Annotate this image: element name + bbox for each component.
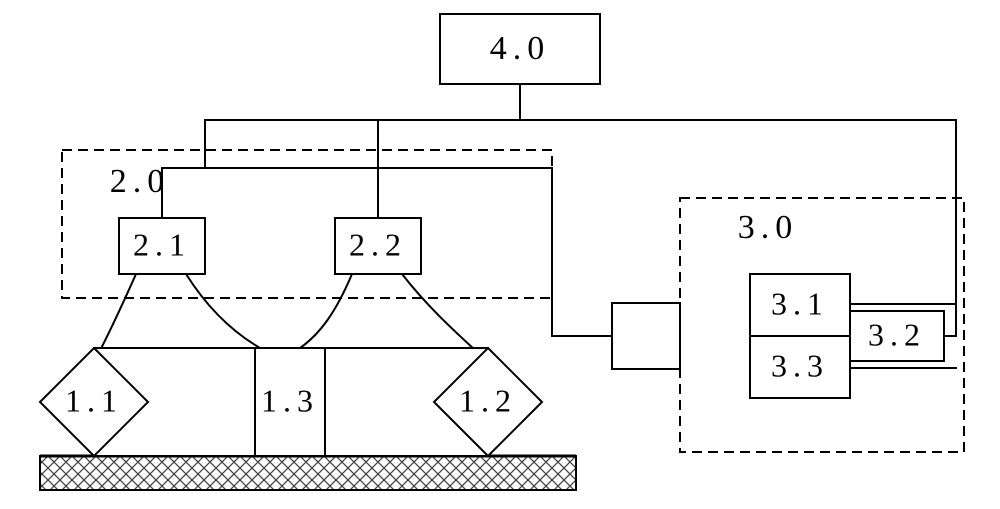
node-label: 3.2 — [868, 316, 926, 352]
node-label: 1.2 — [459, 382, 517, 418]
block-diagram: 1.3 1.1 1.2 2.0 3.0 4.0 2.1 2.2 3.1 3.3 3.2 — [0, 0, 1000, 509]
node-label: 3.0 — [738, 209, 799, 246]
node-label: 2.0 — [110, 163, 171, 200]
connector-0 — [205, 84, 520, 150]
node-3-stub — [612, 303, 680, 369]
node-label: 2.1 — [133, 226, 191, 262]
node-label: 1.1 — [65, 382, 123, 418]
node-label: 3.3 — [771, 347, 829, 383]
ground-hatch — [40, 456, 576, 490]
node-label: 4.0 — [490, 30, 551, 67]
node-label: 1.3 — [261, 382, 319, 418]
node-label: 2.2 — [349, 226, 407, 262]
connector-10 — [300, 274, 352, 348]
node-label: 3.1 — [771, 285, 829, 321]
connector-9 — [186, 274, 260, 348]
